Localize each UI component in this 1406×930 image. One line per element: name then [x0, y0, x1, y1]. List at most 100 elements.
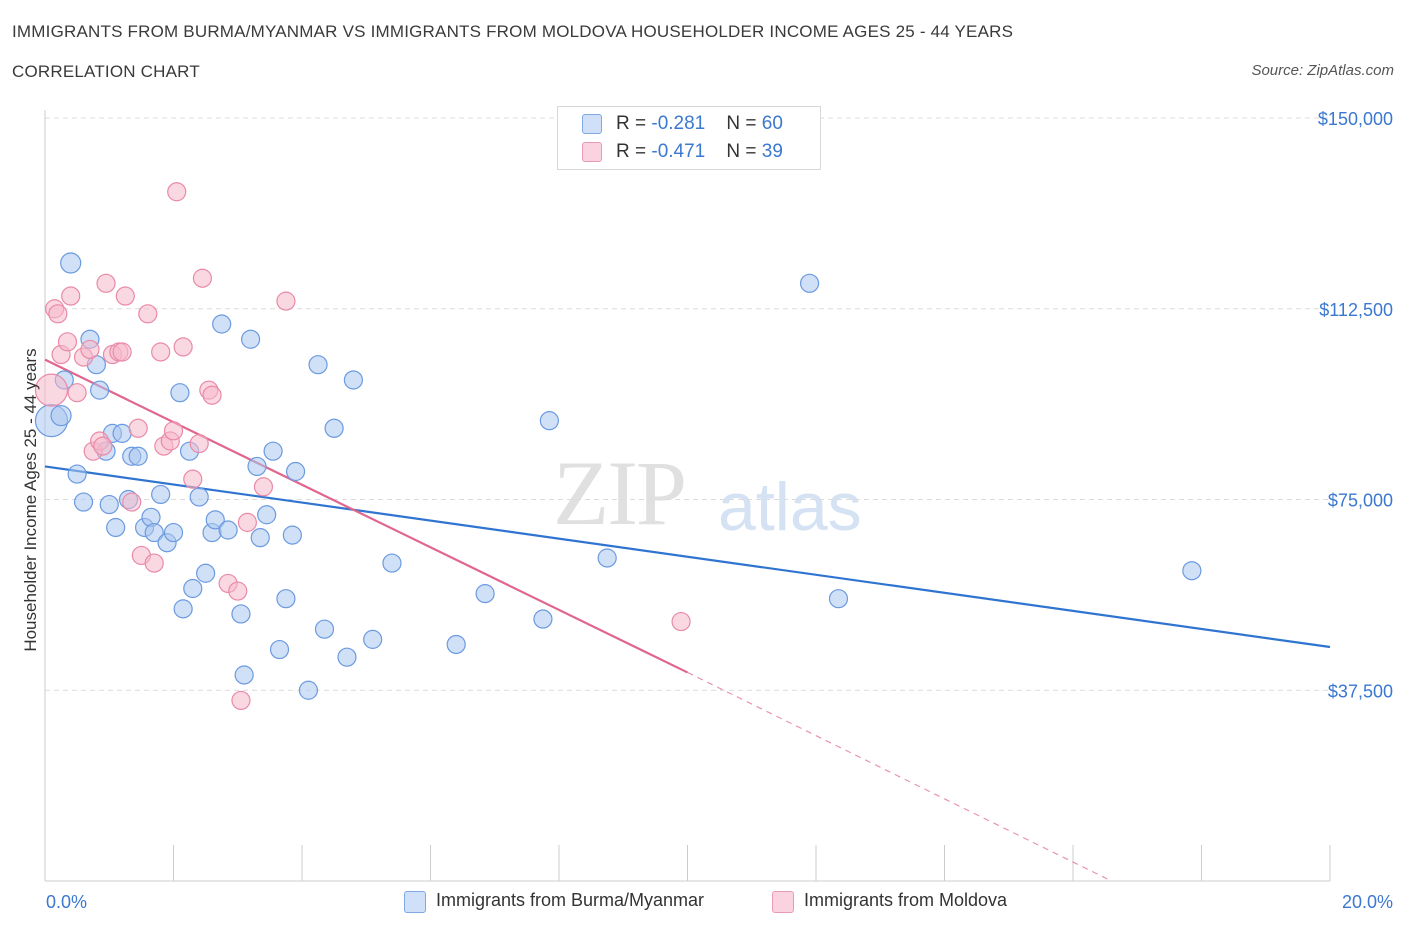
- data-point-burma: [212, 314, 232, 334]
- data-point-moldova: [253, 477, 274, 497]
- legend-swatch-burma: [404, 891, 426, 913]
- data-point-moldova: [671, 611, 691, 632]
- trend-line-burma: [44, 465, 1331, 649]
- data-point-moldova: [67, 383, 87, 403]
- data-point-burma: [597, 548, 617, 568]
- data-point-burma: [241, 329, 261, 349]
- data-point-moldova: [34, 373, 69, 407]
- data-point-burma: [99, 494, 119, 515]
- data-point-burma: [282, 525, 302, 545]
- data-point-burma: [263, 441, 283, 461]
- data-point-burma: [163, 522, 184, 543]
- data-point-moldova: [192, 268, 213, 288]
- data-point-burma: [106, 517, 126, 538]
- data-point-burma: [269, 639, 290, 660]
- data-point-burma: [446, 634, 466, 655]
- y-tick-label: $112,500: [1319, 300, 1393, 320]
- data-point-burma: [151, 484, 171, 505]
- y-tick-label: $150,000: [1318, 109, 1393, 129]
- data-point-burma: [1182, 561, 1202, 581]
- data-point-burma: [337, 647, 357, 667]
- data-point-moldova: [276, 291, 296, 311]
- data-point-burma: [183, 578, 203, 599]
- data-point-burma: [67, 464, 87, 484]
- data-points: [34, 182, 1202, 711]
- data-point-burma: [324, 418, 344, 438]
- data-point-burma: [90, 380, 110, 400]
- y-tick-label: $75,000: [1328, 491, 1393, 511]
- data-point-burma: [50, 404, 72, 427]
- data-point-burma: [205, 510, 225, 530]
- data-point-moldova: [138, 304, 158, 324]
- data-point-burma: [189, 487, 209, 507]
- y-axis-label: Householder Income Ages 25 - 44 years: [21, 348, 40, 651]
- data-point-burma: [250, 528, 270, 548]
- data-point-moldova: [167, 182, 187, 202]
- data-point-burma: [475, 584, 495, 604]
- data-point-moldova: [128, 418, 148, 438]
- trend-lines: [44, 358, 1331, 882]
- legend-n-value: 39: [761, 141, 783, 162]
- data-point-moldova: [237, 512, 257, 532]
- trend-line-dashed-moldova: [687, 671, 1112, 882]
- data-point-burma: [276, 589, 296, 609]
- data-point-burma: [144, 522, 164, 543]
- data-point-burma: [218, 520, 238, 540]
- legend-r-value: -0.281: [651, 113, 706, 134]
- data-point-burma: [382, 553, 402, 573]
- data-point-burma: [285, 461, 306, 482]
- data-point-burma: [112, 423, 132, 443]
- data-point-burma: [308, 355, 328, 375]
- data-point-moldova: [57, 332, 78, 352]
- data-point-moldova: [163, 421, 184, 441]
- data-point-burma: [343, 370, 363, 390]
- axis-labels: $37,500 $75,000 $112,500 $150,000 0.0% 20.0% H…: [21, 109, 1393, 912]
- data-point-moldova: [93, 436, 113, 456]
- data-point-moldova: [115, 286, 135, 306]
- axes: [44, 110, 1331, 882]
- chart-subtitle: CORRELATION CHART: [12, 62, 200, 81]
- data-point-moldova: [112, 342, 132, 362]
- x-tick-label-min: 0.0%: [46, 892, 87, 912]
- correlation-legend: R = -0.281 N = 60 R = -0.471 N = 39: [557, 106, 821, 170]
- data-point-moldova: [122, 492, 142, 512]
- source-credit: Source: ZipAtlas.com: [1251, 62, 1394, 79]
- legend-n-value: 60: [761, 113, 783, 134]
- legend-n-label: N =: [726, 113, 762, 134]
- data-point-moldova: [144, 553, 164, 573]
- data-point-moldova: [189, 433, 209, 454]
- legend-swatch-burma: [582, 114, 602, 134]
- data-point-burma: [828, 589, 849, 609]
- data-point-moldova: [80, 339, 100, 360]
- data-point-burma: [257, 505, 277, 525]
- legend-label-moldova: Immigrants from Moldova: [804, 890, 1008, 910]
- data-point-burma: [799, 273, 820, 293]
- data-point-burma: [60, 252, 82, 274]
- data-point-burma: [298, 680, 319, 700]
- legend-label-burma: Immigrants from Burma/Myanmar: [436, 890, 705, 910]
- data-point-burma: [73, 492, 94, 512]
- trend-line-moldova: [44, 358, 688, 674]
- data-point-moldova: [48, 304, 68, 324]
- legend-swatch-moldova: [582, 142, 602, 162]
- data-point-moldova: [61, 286, 81, 306]
- data-point-burma: [539, 411, 559, 431]
- data-point-burma: [533, 609, 553, 629]
- data-point-burma: [314, 619, 335, 639]
- legend-r-label: R =: [616, 113, 652, 134]
- x-tick-label-max: 20.0%: [1342, 892, 1393, 912]
- data-point-burma: [128, 446, 148, 466]
- data-point-moldova: [202, 385, 222, 405]
- chart-title: IMMIGRANTS FROM BURMA/MYANMAR VS IMMIGRA…: [12, 22, 1014, 41]
- grid-lines: [45, 117, 1330, 691]
- data-point-burma: [234, 665, 254, 685]
- watermark-atlas: atlas: [718, 469, 862, 545]
- data-point-burma: [231, 604, 251, 624]
- data-point-moldova: [183, 469, 203, 489]
- data-point-burma: [170, 383, 190, 403]
- data-point-moldova: [151, 342, 171, 362]
- y-tick-label: $37,500: [1328, 681, 1393, 701]
- data-point-burma: [363, 629, 383, 649]
- legend-r-value: -0.471: [651, 141, 706, 162]
